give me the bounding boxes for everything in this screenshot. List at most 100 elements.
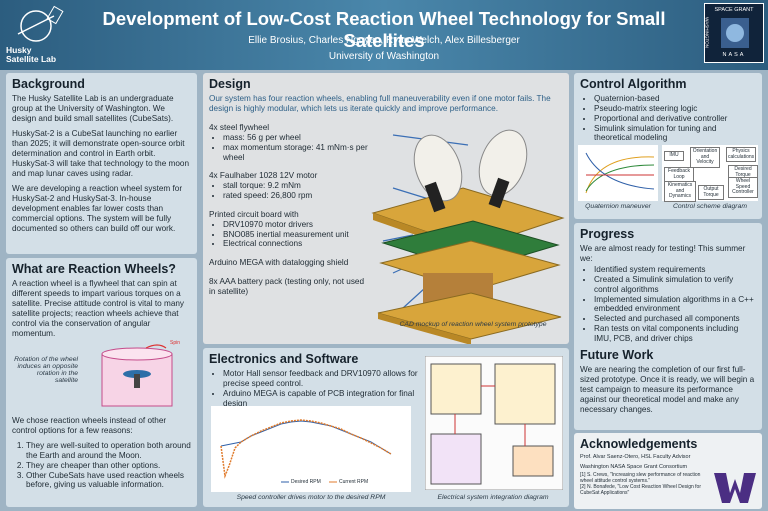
lab-logo	[17, 5, 64, 42]
acknowledgements-panel: Acknowledgements Prof. Alvar Saenz-Otero…	[574, 433, 762, 509]
list-item: They are well-suited to operation both a…	[26, 441, 192, 461]
list-item: Proportional and derivative controller	[594, 114, 756, 124]
figure-caption: Control scheme diagram	[672, 203, 748, 210]
list-item: Identified system requirements	[594, 265, 756, 275]
background-panel: Background The Husky Satellite Lab is an…	[6, 73, 197, 254]
figure-caption: Electrical system integration diagram	[437, 494, 549, 501]
logo-text: WASHINGTON	[704, 17, 710, 48]
spec-title: 4x Faulhaber 1028 12V motor	[209, 171, 318, 181]
spec-list: mass: 56 g per wheelmax momentum storage…	[209, 133, 369, 163]
section-heading: Control Algorithm	[580, 77, 687, 91]
acknowledgement: Washington NASA Space Grant Consortium	[580, 463, 688, 470]
acknowledgement: Prof. Alvar Saenz-Otero, HSL Faculty Adv…	[580, 454, 691, 460]
list-item: Simulink simulation for tuning and theor…	[594, 124, 756, 144]
list-item: DRV10970 motor drivers	[223, 220, 369, 230]
spec-title: 8x AAA battery pack (testing only, not u…	[209, 277, 365, 296]
spec-title: Printed circuit board with	[209, 209, 299, 219]
figure-label: Spin	[170, 340, 181, 346]
legend-entry: Current RPM	[339, 479, 369, 485]
reasons: We chose reaction wheels instead of othe…	[12, 416, 192, 493]
people: Prof. Alvar Saenz-Otero, HSL Faculty Adv…	[580, 454, 720, 470]
design-specs: 4x steel flywheelmass: 56 g per wheelmax…	[209, 123, 369, 297]
bullet-list: Quaternion-basedPseudo-matrix steering l…	[580, 94, 756, 143]
list-item: Created a Simulink simulation to verify …	[594, 275, 756, 295]
diagram-label: Physics calculations	[726, 147, 756, 162]
progress-panel: Progress We are almost ready for testing…	[574, 223, 762, 430]
list-item: rated speed: 26,800 rpm	[223, 191, 369, 201]
electronics-panel: Electronics and Software Motor Hall sens…	[203, 348, 569, 507]
figure: Rotation of the wheel induces an opposit…	[12, 340, 192, 410]
diagram-label: Kinematics and Dynamics	[664, 181, 696, 202]
design-panel: Design Our system has four reaction whee…	[203, 73, 569, 344]
reference: [2] N. Bonafede, "Low Cost Reaction Whee…	[580, 483, 702, 496]
figure-caption: Rotation of the wheel induces an opposit…	[14, 356, 78, 384]
list-item: Selected and purchased all components	[594, 314, 756, 324]
references: [1] S. Crews, "Increasing slew performan…	[580, 473, 710, 496]
poster-title: Development of Low-Cost Reaction Wheel T…	[102, 8, 666, 51]
paragraphs: The Husky Satellite Lab is an undergradu…	[12, 94, 191, 234]
list-item: BNO085 inertial measurement unit	[223, 230, 369, 240]
list-item: Motor Hall sensor feedback and DRV10970 …	[223, 369, 433, 389]
spec-list: DRV10970 motor driversBNO085 inertial me…	[209, 220, 369, 250]
section-heading: Design	[209, 77, 251, 91]
list-item: Arduino MEGA is capable of PCB integrati…	[223, 389, 433, 409]
paragraph: HuskySat-2 is a CubeSat launching no ear…	[12, 129, 190, 178]
list-item: Electrical connections	[223, 239, 369, 249]
list-item: max momentum storage: 41 mNm·s per wheel	[223, 143, 369, 163]
control-diagram: IMU Orientation and Velocity Physics calcu…	[662, 145, 758, 202]
wheel-figure	[101, 344, 173, 407]
partner-logo: SPACE GRANT WASHINGTON NASA	[704, 3, 764, 63]
spec-list: stall torque: 9.2 mNmrated speed: 26,800…	[209, 181, 369, 201]
paragraph: We are nearing the completion of our fir…	[580, 364, 755, 414]
figure-caption: CAD mockup of reaction wheel system prot…	[399, 321, 547, 328]
diagram-label: Wheel Speed Controller	[728, 177, 758, 198]
list-item: Ran tests on vital components including …	[594, 324, 756, 344]
paragraph: We chose reaction wheels instead of othe…	[12, 416, 167, 435]
section-heading: Future Work	[580, 347, 654, 362]
reaction-wheels-panel: What are Reaction Wheels? A reaction whe…	[6, 258, 197, 507]
bullet-list: Identified system requirementsCreated a …	[580, 265, 756, 344]
uw-logo	[714, 473, 756, 503]
control-panel: Control Algorithm Quaternion-basedPseudo…	[574, 73, 762, 219]
figure-caption: Quaternion maneuver	[585, 203, 651, 210]
reference: [1] S. Crews, "Increasing slew performan…	[580, 472, 701, 485]
section-heading: What are Reaction Wheels?	[12, 262, 176, 276]
cad-mockup	[371, 129, 565, 344]
reasons-list: They are well-suited to operation both a…	[12, 441, 192, 490]
list-item: stall torque: 9.2 mNm	[223, 181, 369, 191]
lab-name: Husky Satellite Lab	[6, 45, 57, 65]
diagram-label: IMU	[664, 151, 684, 161]
diagram-label: Feedback Loop	[664, 167, 694, 182]
authors: Ellie Brosius, Charles Nguyen, Ryan Welc…	[248, 35, 520, 46]
section-heading: Progress	[580, 227, 635, 241]
diagram-label: Output Torque	[698, 185, 724, 200]
paragraph: The Husky Satellite Lab is an undergradu…	[12, 94, 174, 123]
list-item: Pseudo-matrix steering logic	[594, 104, 756, 114]
quaternion-plot	[578, 145, 658, 201]
paragraph: A reaction wheel is a flywheel that can …	[12, 279, 185, 338]
section-heading: Background	[12, 77, 85, 91]
list-item: Other CubeSats have used reaction wheels…	[26, 471, 192, 491]
legend-entry: Desired RPM	[291, 479, 321, 485]
paragraph: We are almost ready for testing! This su…	[580, 244, 746, 263]
section-heading: Acknowledgements	[580, 437, 698, 451]
logo-graphic	[721, 18, 749, 48]
logo-text: NASA	[722, 52, 746, 58]
speed-plot	[211, 406, 411, 492]
spec-title: 4x steel flywheel	[209, 123, 270, 132]
list-item: mass: 56 g per wheel	[223, 133, 369, 143]
bullet-list: Motor Hall sensor feedback and DRV10970 …	[209, 369, 433, 408]
paragraph: We are developing a reaction wheel syste…	[12, 184, 183, 233]
paragraph: Our system has four reaction wheels, ena…	[209, 94, 551, 113]
logo-text: SPACE GRANT	[714, 7, 754, 13]
list-item: Quaternion-based	[594, 94, 756, 104]
integration-diagram	[425, 356, 563, 490]
list-item: Implemented simulation algorithms in a C…	[594, 295, 756, 315]
diagram-label: Orientation and Velocity	[690, 147, 720, 168]
affiliation: University of Washington	[328, 51, 440, 62]
spec-title: Arduino MEGA with datalogging shield	[209, 258, 349, 268]
header: Husky Satellite Lab Development of Low-C…	[0, 0, 768, 70]
section-heading: Electronics and Software	[209, 352, 359, 366]
list-item: They are cheaper than other options.	[26, 461, 192, 471]
